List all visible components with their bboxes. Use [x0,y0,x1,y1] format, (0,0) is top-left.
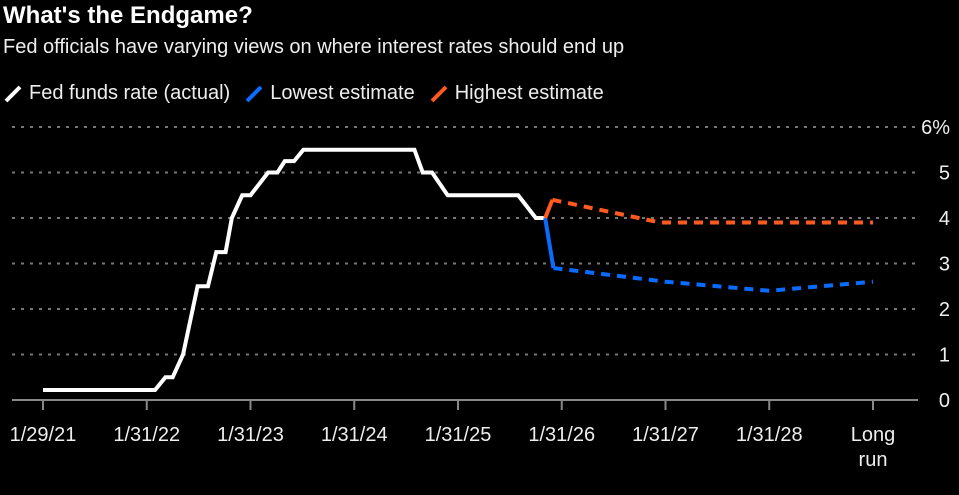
legend-label-actual: Fed funds rate (actual) [29,82,231,104]
x-tick-label: 1/29/21 [10,424,77,446]
series-line-highest-solid [543,199,555,219]
x-tick-label: 1/31/24 [321,424,388,446]
x-tick-label: 1/31/22 [113,424,180,446]
series-line-lowest-dashed [553,266,874,293]
chart-subtitle: Fed officials have varying views on wher… [3,36,625,58]
y-tick-label: 1 [939,345,950,367]
x-tick-label: Long run [851,424,896,471]
legend-item-lowest: Lowest estimate [244,82,415,105]
series-line-highest-dashed [551,197,873,225]
legend: Fed funds rate (actual) Lowest estimate … [3,82,604,105]
series-line-lowest-solid [543,217,556,269]
legend-swatch-actual [4,85,22,102]
x-tick-label: 1/31/27 [632,424,699,446]
y-tick-label: 6% [921,117,950,139]
y-tick-label: 4 [939,208,950,230]
x-tick-label: 1/31/25 [425,424,492,446]
y-tick-label: 5 [939,163,950,185]
x-tick-label: 1/31/28 [736,424,803,446]
legend-label-highest: Highest estimate [454,82,604,104]
chart-title: What's the Endgame? [3,2,253,29]
legend-swatch-highest [430,85,448,102]
y-tick-label: 0 [939,390,950,412]
y-tick-label: 2 [939,299,950,321]
y-tick-label: 3 [939,254,950,276]
legend-item-actual: Fed funds rate (actual) [3,82,230,105]
x-tick-label: 1/31/23 [217,424,284,446]
legend-swatch-lowest [245,85,263,102]
x-tick-label: 1/31/26 [528,424,595,446]
legend-label-lowest: Lowest estimate [270,82,415,104]
series-line-actual [43,147,546,392]
legend-item-highest: Highest estimate [429,82,604,105]
